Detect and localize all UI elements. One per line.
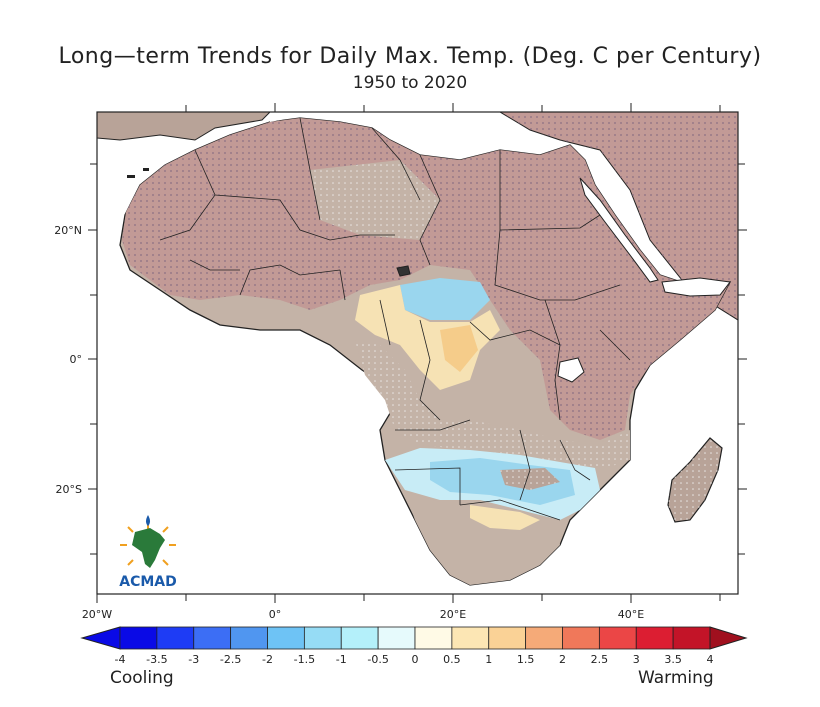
colorbar-tick-label: 0 [412,653,419,666]
lat-label-20n: 20°N [54,224,82,237]
colorbar-tick-label: -1 [336,653,347,666]
gulf-of-aden [661,277,731,297]
red-sea [579,177,659,283]
colorbar-tick-label: -2.5 [220,653,241,666]
map-title: Long—term Trends for Daily Max. Temp. (D… [58,44,762,69]
colorbar-tick-label: 1.5 [517,653,535,666]
lat-label-0: 0° [70,353,83,366]
colorbar-swatch [156,626,195,650]
colorbar: -4 -3.5 -3 -2.5 -2 -1.5 -1 -0.5 0 0.5 1 1.5 2 2.5 3 3.5… [80,626,748,666]
mediterranean-sea [270,112,380,126]
colorbar-swatch [414,626,453,650]
colorbar-tick-label: 4 [707,653,714,666]
colorbar-tick-label: -3 [188,653,199,666]
colorbar-tick-label: 3 [633,653,640,666]
lake-chad [396,265,411,277]
colorbar-swatch [119,626,158,650]
colorbar-arrow-low [80,626,121,650]
colorbar-swatch [672,626,711,650]
colorbar-tick-label: 2 [559,653,566,666]
europe-landmass [97,112,271,141]
colorbar-tick-label: 0.5 [443,653,461,666]
colorbar-tick-label: -1.5 [294,653,315,666]
colorbar-swatch [193,626,232,650]
colorbar-tick-label: 3.5 [664,653,682,666]
colorbar-swatch [525,626,563,650]
colorbar-swatch [267,626,305,650]
colorbar-tick-label: -3.5 [146,653,167,666]
logo-africa-icon [132,528,165,568]
lon-label-40e: 40°E [618,608,644,621]
logo-text: ACMAD [119,574,177,590]
lon-label-20w: 20°W [82,608,112,621]
lon-label-0: 0° [269,608,282,621]
colorbar-swatch [562,626,600,650]
colorbar-tick-label: -2 [262,653,273,666]
colorbar-tick-label: 1 [485,653,492,666]
cooling-region-central [400,278,490,320]
cooling-label: Cooling [110,668,174,688]
colorbar-tick-label: -0.5 [367,653,388,666]
colorbar-swatch [303,626,342,650]
acmad-logo: ACMAD [119,515,177,590]
map-subtitle: 1950 to 2020 [352,73,468,93]
colorbar-swatch [451,626,490,650]
country-borders [159,117,631,521]
lon-label-20e: 20°E [440,608,466,621]
warming-label: Warming [638,668,714,688]
colorbar-swatch [488,626,527,650]
map-border [96,111,739,595]
lake-victoria [557,357,585,383]
colorbar-swatch [230,626,268,650]
colorbar-swatch [598,626,637,650]
lat-label-20s: 20°S [56,483,82,496]
colorbar-swatch [635,626,674,650]
colorbar-swatch [340,626,379,650]
colorbar-tick-label: 2.5 [591,653,609,666]
logo-water-drop-icon [146,515,150,526]
colorbar-arrow-high [709,626,748,650]
continent-layer [97,112,738,586]
colorbar-swatch [377,626,416,650]
colorbar-tick-label: -4 [115,653,126,666]
